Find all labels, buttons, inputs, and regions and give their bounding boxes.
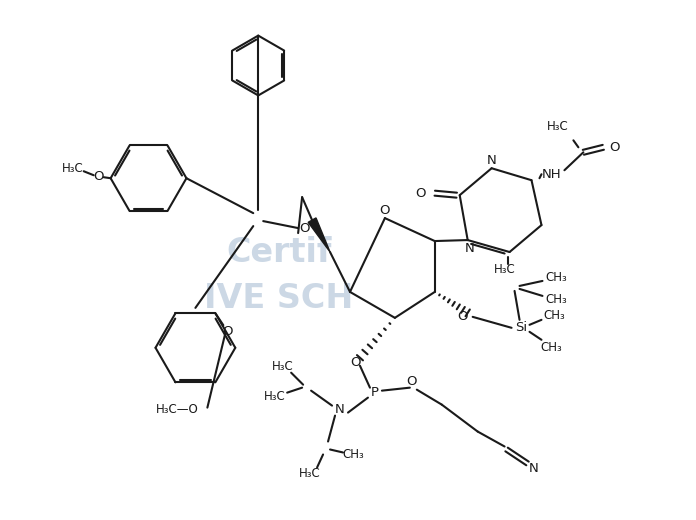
Text: H₃C: H₃C	[299, 467, 321, 480]
Text: CH₃: CH₃	[541, 341, 562, 354]
Text: H₃C: H₃C	[272, 360, 294, 373]
Text: O: O	[406, 375, 417, 388]
Text: O: O	[457, 310, 468, 323]
Text: H₃C: H₃C	[546, 120, 569, 133]
Text: O: O	[351, 356, 361, 369]
Text: O: O	[299, 222, 309, 235]
Text: NH: NH	[541, 168, 561, 181]
Text: N: N	[529, 462, 539, 475]
Text: O: O	[379, 204, 390, 217]
Text: P: P	[371, 386, 379, 399]
Text: Certif
IVE SCH: Certif IVE SCH	[204, 236, 354, 315]
Text: H₃C: H₃C	[493, 264, 516, 277]
Text: O: O	[222, 324, 232, 337]
Text: Si: Si	[516, 321, 528, 334]
Text: H₃C: H₃C	[264, 390, 286, 403]
Polygon shape	[308, 218, 330, 252]
Text: O: O	[93, 170, 104, 183]
Text: N: N	[335, 403, 345, 416]
Text: CH₃: CH₃	[544, 309, 565, 322]
Text: H₃C: H₃C	[62, 162, 84, 175]
Text: CH₃: CH₃	[546, 293, 567, 306]
Text: N: N	[465, 241, 475, 254]
Text: CH₃: CH₃	[342, 448, 364, 461]
Text: CH₃: CH₃	[546, 271, 567, 284]
Text: O: O	[416, 187, 426, 200]
Text: O: O	[609, 141, 619, 154]
Text: H₃C—O: H₃C—O	[156, 403, 199, 416]
Text: N: N	[487, 154, 496, 167]
